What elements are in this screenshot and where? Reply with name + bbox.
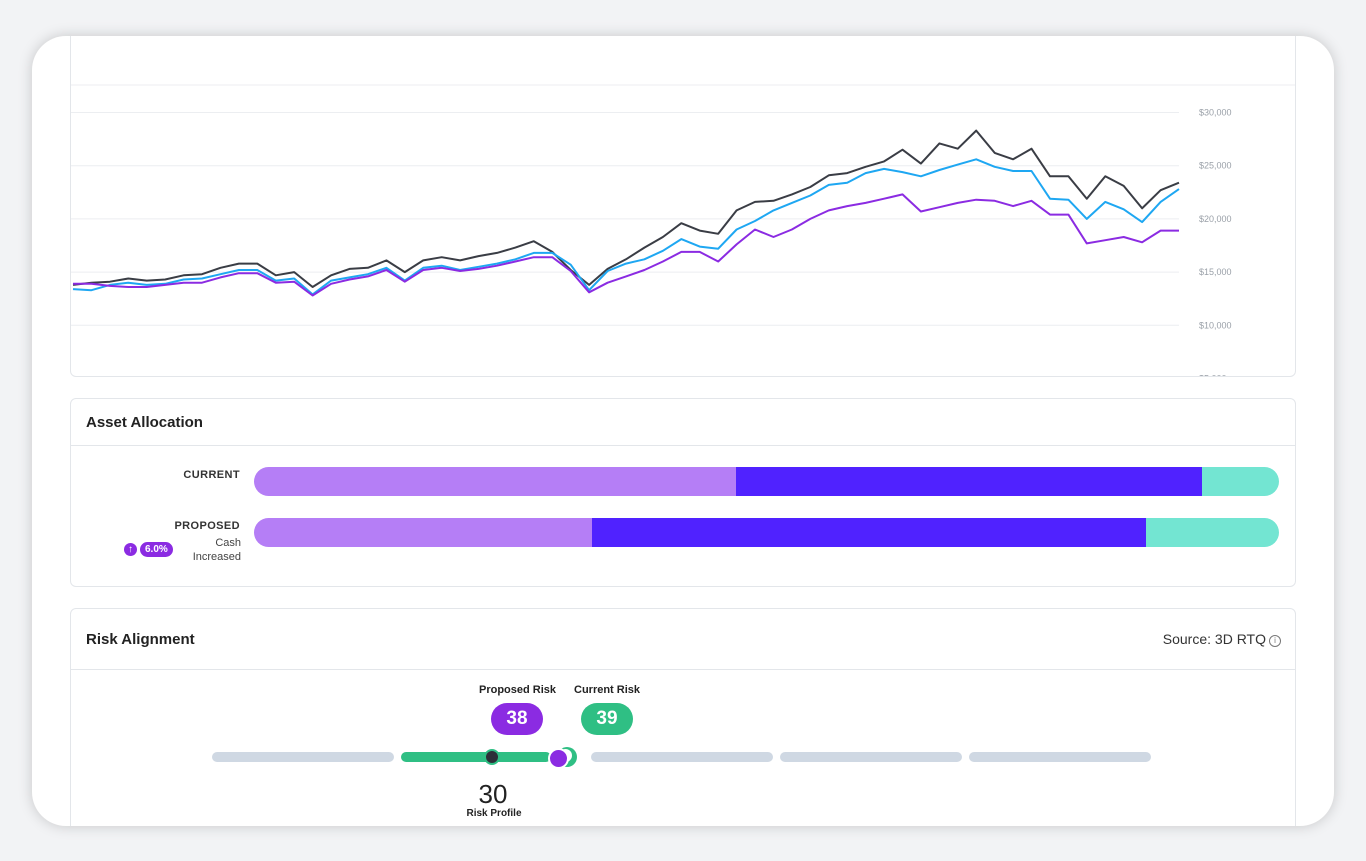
y-tick-label: $15,000: [1199, 267, 1232, 277]
risk-track-segment-1: [212, 752, 394, 762]
series-line-3[interactable]: [73, 193, 1179, 297]
cash-change-desc-line1: Cash: [215, 537, 241, 549]
current-cash-segment[interactable]: [1202, 467, 1279, 496]
app-frame: $30,000 $25,000 $20,000 $15,000 $10,000 $5,00…: [32, 36, 1334, 826]
risk-alignment-title: Risk Alignment: [86, 631, 195, 648]
current-allocation-bar[interactable]: [254, 467, 1279, 496]
proposed-risk-label: Proposed Risk: [479, 684, 557, 696]
proposed-allocation-bar[interactable]: [254, 518, 1279, 547]
risk-profile-label: Risk Profile: [466, 808, 522, 819]
proposed-allocation-label: PROPOSED: [174, 520, 240, 532]
series-line-1[interactable]: [72, 129, 1180, 288]
proposed-risk-badge: 38: [491, 703, 543, 735]
asset-allocation-header: Asset Allocation: [71, 399, 1295, 446]
proposed-equity-segment[interactable]: [254, 518, 593, 547]
asset-allocation-card: Asset Allocation CURRENT PROPOSED ↑ 6.0%…: [70, 398, 1296, 587]
current-risk-badge: 39: [581, 703, 633, 735]
risk-alignment-header: Risk Alignment Source: 3D RTQ i: [71, 609, 1295, 670]
risk-track-segment-3: [591, 752, 773, 762]
risk-source-text: Source: 3D RTQ: [1162, 631, 1266, 647]
y-tick-label: $30,000: [1199, 108, 1232, 118]
y-tick-label: $25,000: [1199, 161, 1232, 171]
cash-change-badge: 6.0%: [140, 542, 173, 557]
performance-line-chart: $30,000 $25,000 $20,000 $15,000 $10,000 $5,00…: [71, 84, 1295, 398]
risk-profile-range: [401, 752, 551, 762]
performance-chart-card: $30,000 $25,000 $20,000 $15,000 $10,000 $5,00…: [70, 36, 1296, 398]
risk-profile-value: 30: [478, 779, 508, 809]
series-line-2[interactable]: [72, 158, 1180, 296]
info-icon[interactable]: i: [1269, 635, 1281, 647]
current-allocation-label: CURRENT: [183, 469, 240, 481]
current-equity-segment[interactable]: [254, 467, 736, 496]
cash-change-desc-line2: Increased: [192, 551, 241, 563]
cash-change-indicator: ↑ 6.0%: [124, 542, 173, 557]
proposed-risk-marker[interactable]: [548, 748, 569, 769]
risk-track-segment-5: [969, 752, 1151, 762]
asset-allocation-title: Asset Allocation: [86, 414, 203, 431]
proposed-cash-segment[interactable]: [1145, 518, 1279, 547]
current-risk-label: Current Risk: [574, 684, 641, 696]
y-tick-label: $10,000: [1199, 320, 1232, 330]
y-tick-label: $20,000: [1199, 214, 1232, 224]
risk-alignment-card: Risk Alignment Source: 3D RTQ i Proposed …: [70, 608, 1296, 826]
risk-source[interactable]: Source: 3D RTQ i: [1163, 631, 1281, 647]
current-fixed-income-segment[interactable]: [735, 467, 1203, 496]
risk-profile-marker[interactable]: [484, 749, 500, 765]
y-tick-label: $5,000: [1199, 374, 1227, 377]
risk-track-segment-4: [780, 752, 962, 762]
arrow-up-icon: ↑: [124, 543, 137, 556]
proposed-fixed-income-segment[interactable]: [592, 518, 1146, 547]
